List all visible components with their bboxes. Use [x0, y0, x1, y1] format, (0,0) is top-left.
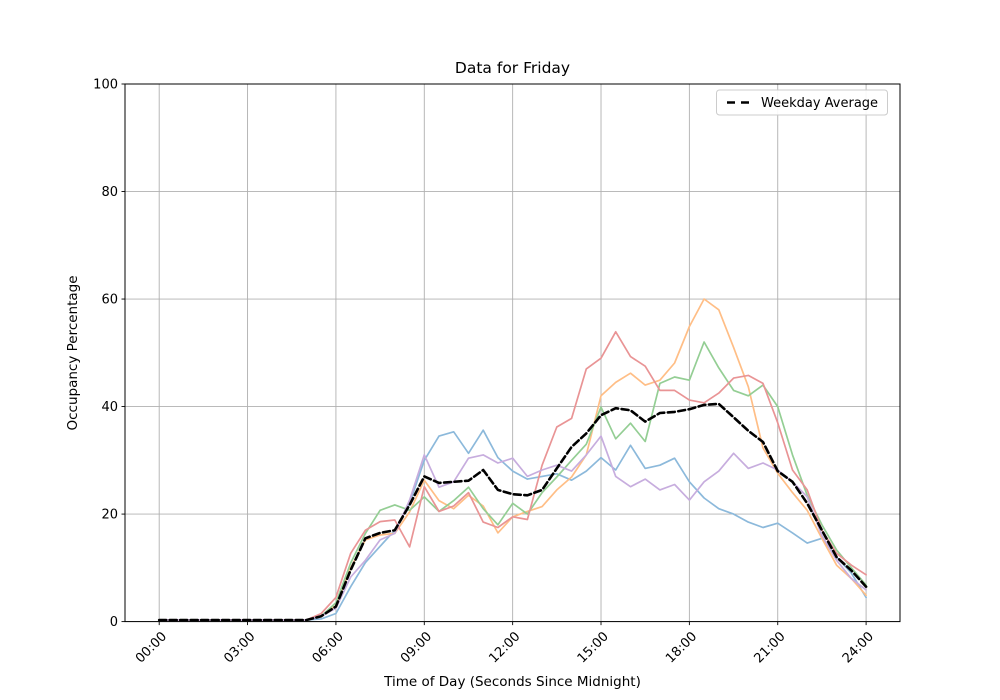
chart-title: Data for Friday: [455, 59, 570, 77]
legend: Weekday Average: [716, 89, 888, 116]
y-tick-label: 40: [101, 400, 118, 415]
legend-box: [716, 89, 888, 116]
x-axis-label: Time of Day (Seconds Since Midnight): [383, 674, 641, 690]
x-tick-label: 18:00: [663, 629, 700, 666]
y-tick-label: 60: [101, 293, 118, 308]
x-tick-label: 15:00: [575, 629, 612, 666]
y-axis-label: Occupancy Percentage: [65, 275, 81, 430]
y-tick-label: 20: [101, 508, 118, 523]
x-tick-label: 00:00: [133, 629, 170, 666]
x-tick-label: 24:00: [840, 629, 877, 666]
x-tick-label: 03:00: [221, 629, 258, 666]
x-tick-label: 06:00: [310, 629, 347, 666]
y-tick-label: 100: [93, 78, 118, 93]
legend-label: Weekday Average: [761, 96, 878, 111]
y-tick-label: 80: [101, 185, 118, 200]
data-series: [157, 298, 868, 622]
weekday-average: [157, 402, 868, 622]
y-tick-label: 0: [110, 615, 118, 630]
x-tick-label: 21:00: [751, 629, 788, 666]
x-tick-label: 12:00: [486, 629, 523, 666]
axis-ticks: 0 20 40 60 80 100 00:00 03:00 06:00 09:00 12:00 15:…: [93, 78, 877, 667]
x-tick-label: 09:00: [398, 629, 435, 666]
grid-lines: [125, 83, 900, 623]
